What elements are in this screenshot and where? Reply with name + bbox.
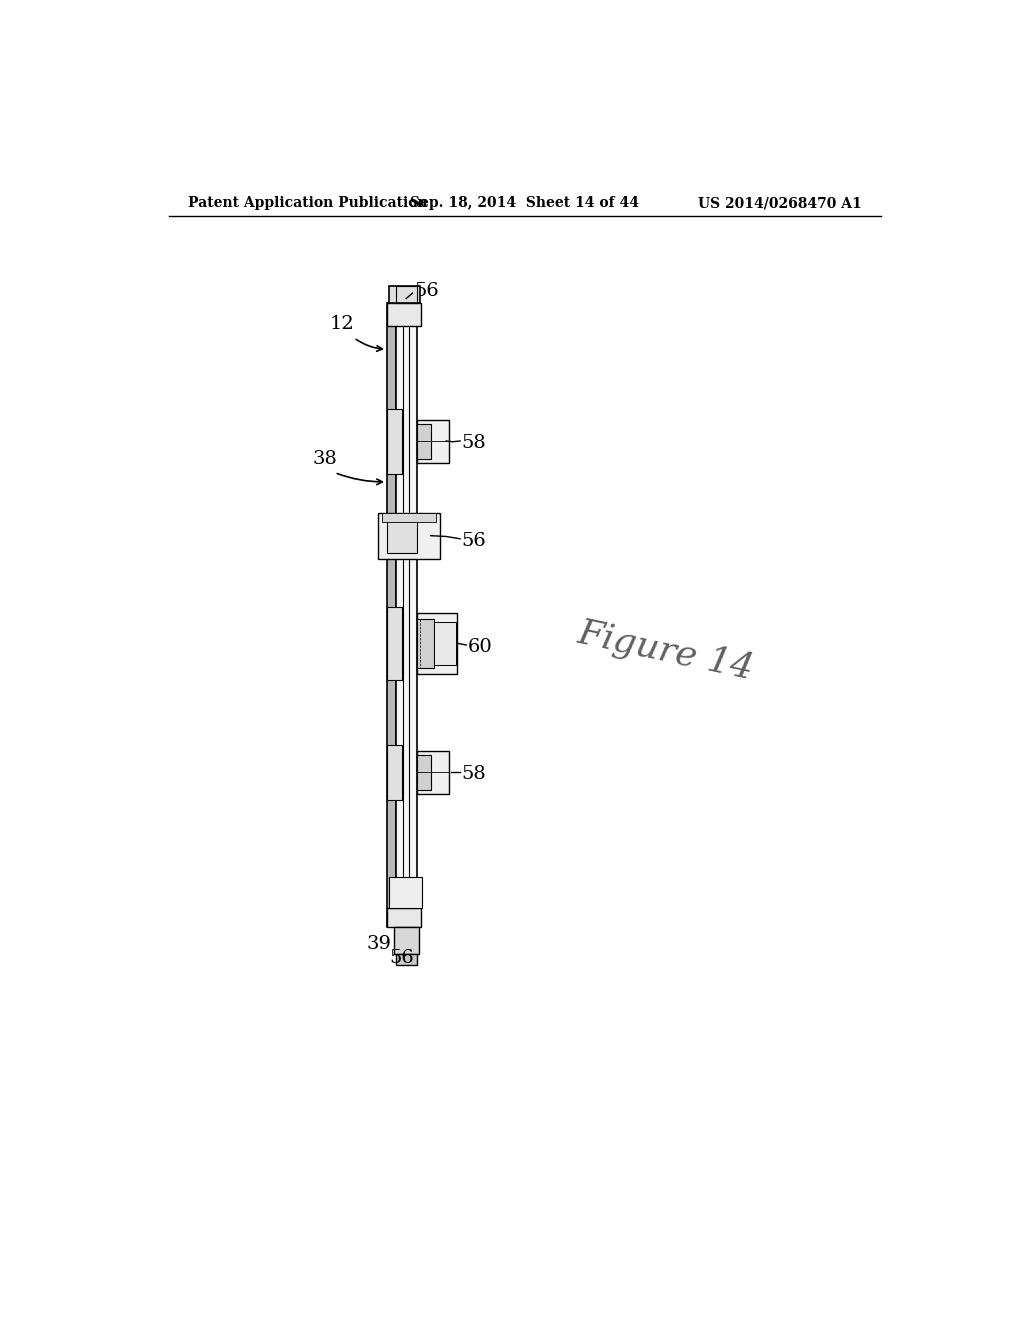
Bar	[396, 304, 417, 927]
Bar	[396, 954, 417, 965]
Bar	[387, 304, 421, 326]
Text: US 2014/0268470 A1: US 2014/0268470 A1	[698, 197, 862, 210]
Bar	[417, 424, 431, 459]
Bar	[387, 304, 396, 927]
Bar	[387, 908, 421, 927]
Bar	[396, 286, 417, 304]
Bar	[388, 286, 420, 304]
Bar	[387, 744, 402, 800]
Bar	[417, 755, 431, 789]
Bar	[417, 420, 450, 462]
Text: 56: 56	[414, 282, 438, 300]
Text: 38: 38	[312, 450, 337, 467]
Text: Sep. 18, 2014  Sheet 14 of 44: Sep. 18, 2014 Sheet 14 of 44	[411, 197, 639, 210]
Text: 58: 58	[462, 434, 486, 453]
Text: 56: 56	[389, 949, 414, 966]
Text: 39: 39	[366, 935, 391, 953]
Bar	[388, 876, 422, 908]
Bar	[417, 751, 450, 793]
Bar	[434, 622, 456, 665]
Text: Figure 14: Figure 14	[574, 615, 757, 686]
Bar	[387, 409, 402, 474]
Text: 60: 60	[468, 639, 493, 656]
Bar	[387, 519, 417, 553]
Text: 56: 56	[462, 532, 486, 550]
Text: Patent Application Publication: Patent Application Publication	[188, 197, 428, 210]
Bar	[417, 612, 457, 675]
Bar	[378, 512, 440, 558]
Text: 58: 58	[462, 766, 486, 783]
Text: 12: 12	[330, 315, 354, 333]
Bar	[394, 927, 419, 954]
Bar	[382, 512, 436, 521]
Bar	[417, 619, 434, 668]
Bar	[387, 607, 402, 681]
